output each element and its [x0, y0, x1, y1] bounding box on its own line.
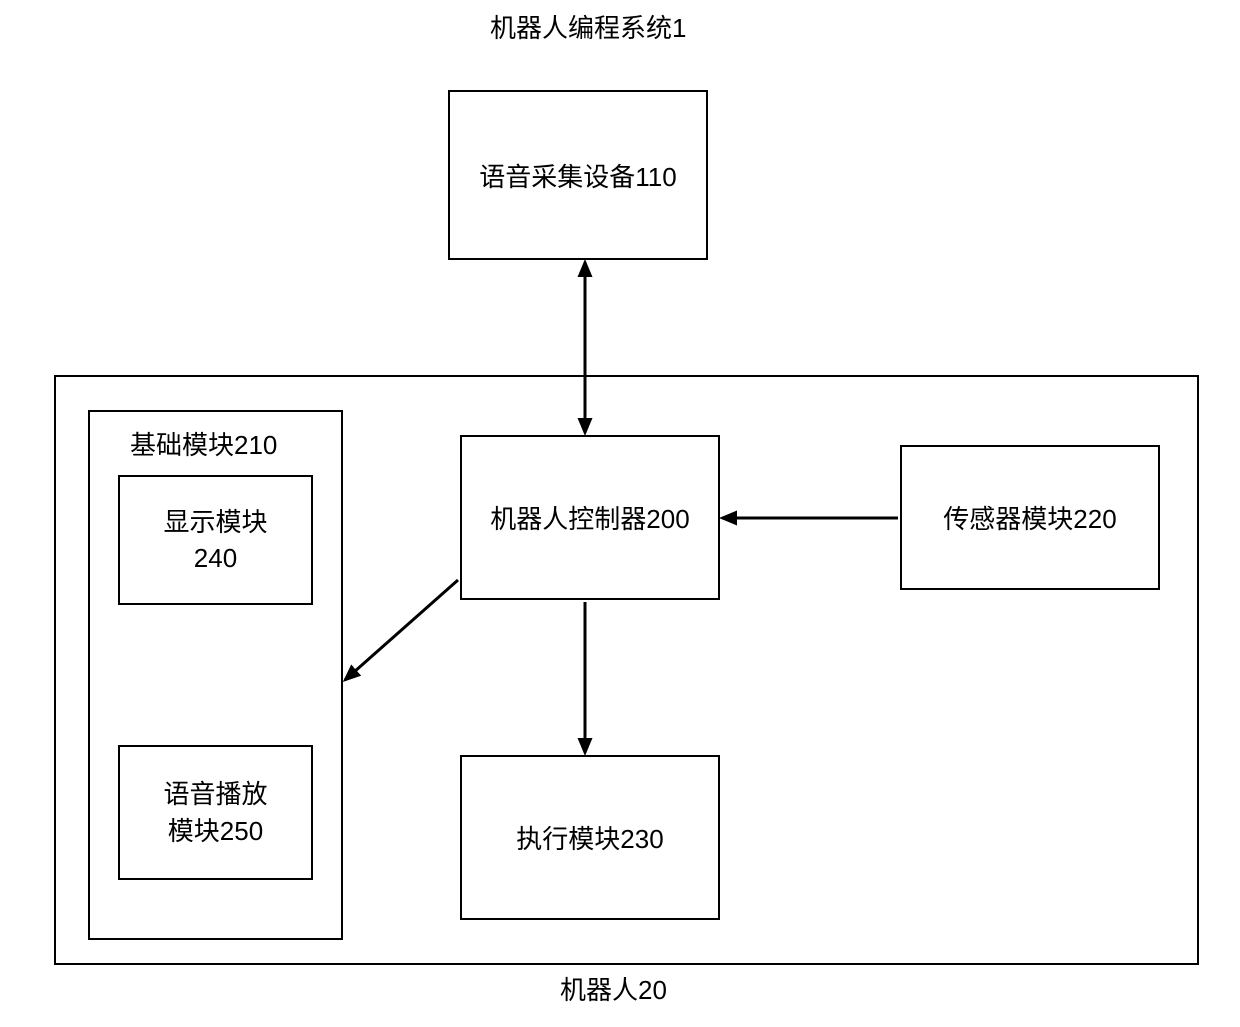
node-voice-play-module-label: 语音播放 模块250	[163, 776, 267, 849]
node-execute-module: 执行模块230	[460, 755, 720, 920]
node-sensor-module-label: 传感器模块220	[943, 499, 1116, 536]
node-execute-module-label: 执行模块230	[516, 819, 663, 856]
node-display-module: 显示模块 240	[118, 475, 313, 605]
node-sensor-module: 传感器模块220	[900, 445, 1160, 590]
node-voice-capture: 语音采集设备110	[448, 90, 708, 260]
node-display-module-label: 显示模块 240	[163, 504, 267, 577]
robot-label: 机器人20	[560, 970, 667, 1007]
node-voice-capture-label: 语音采集设备110	[479, 157, 676, 194]
node-voice-play-module: 语音播放 模块250	[118, 745, 313, 880]
node-robot-controller: 机器人控制器200	[460, 435, 720, 600]
diagram-title: 机器人编程系统1	[490, 8, 686, 45]
node-robot-controller-label: 机器人控制器200	[490, 499, 689, 536]
base-module-label: 基础模块210	[130, 425, 277, 462]
